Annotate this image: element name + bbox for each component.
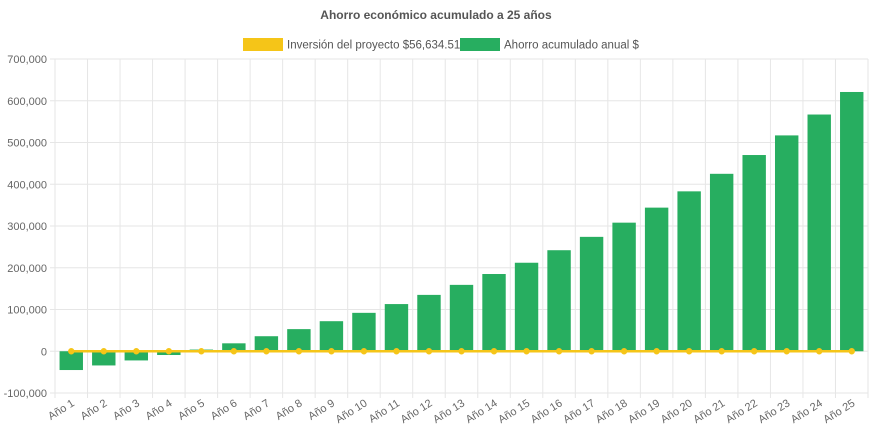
y-tick-label: 500,000	[7, 138, 47, 150]
legend-label: Inversión del proyecto $56,634.51	[287, 40, 460, 52]
bar	[417, 294, 441, 352]
line-point	[490, 348, 498, 355]
bar	[92, 351, 116, 366]
y-tick-label: 400,000	[7, 179, 47, 191]
line-point	[750, 348, 758, 355]
y-tick-label: 300,000	[7, 221, 47, 233]
x-tick-label: Año 13	[431, 397, 467, 426]
x-tick-label: Año 23	[756, 397, 792, 426]
bar	[709, 173, 734, 352]
bar	[677, 191, 701, 352]
line-point	[685, 348, 693, 355]
grid-lines	[50, 58, 869, 398]
bar	[222, 343, 246, 352]
bar	[287, 329, 311, 352]
chart-title: Ahorro económico acumulado a 25 años	[320, 8, 552, 22]
bar	[742, 155, 766, 352]
line-point	[620, 348, 628, 355]
y-tick-label: -100,000	[4, 388, 47, 400]
bar	[319, 321, 344, 352]
legend-label: Ahorro acumulado anual $	[504, 40, 639, 52]
x-tick-label: Año 7	[241, 397, 272, 422]
line-point	[165, 348, 173, 355]
line-point	[848, 348, 855, 355]
y-tick-label: 600,000	[7, 96, 47, 108]
bar-series	[59, 91, 864, 371]
line-point	[425, 348, 433, 355]
bar	[644, 207, 669, 352]
line-point	[230, 348, 238, 355]
line-point	[100, 348, 107, 355]
legend-swatch	[460, 38, 500, 51]
bar	[384, 304, 409, 352]
y-tick-label: 700,000	[7, 54, 47, 66]
bar	[807, 114, 831, 352]
bar	[840, 91, 864, 352]
bar	[579, 236, 604, 352]
x-tick-label: Año 25	[821, 397, 857, 426]
x-tick-label: Año 22	[724, 397, 760, 426]
bar	[514, 262, 539, 352]
y-tick-label: 200,000	[7, 263, 47, 275]
line-point	[133, 348, 140, 355]
line-point	[328, 348, 335, 355]
line-point	[588, 348, 595, 355]
line-point	[653, 348, 660, 355]
bar	[774, 135, 799, 352]
x-tick-label: Año 24	[789, 397, 825, 426]
x-tick-label: Año 4	[144, 397, 175, 422]
line-point	[393, 348, 400, 355]
x-tick-label: Año 18	[594, 397, 630, 426]
line-point	[263, 348, 270, 355]
x-tick-label: Año 1	[46, 397, 77, 422]
legend-swatch	[243, 38, 283, 51]
x-tick-label: Año 14	[464, 397, 500, 426]
x-tick-label: Año 3	[111, 397, 142, 422]
line-point	[555, 348, 563, 355]
bar	[449, 284, 474, 352]
line-point	[523, 348, 530, 355]
x-axis: Año 1 Año 2 Año 3 Año 4 Año 5 Año 6 Año 7 Año 8…	[46, 397, 857, 426]
bar	[254, 336, 279, 352]
line-point	[295, 348, 303, 355]
x-tick-label: Año 2	[79, 397, 110, 422]
y-axis: -100,000 0 100,000 200,000 300,000 400,000 500…	[4, 54, 47, 400]
y-tick-label: 100,000	[7, 305, 47, 317]
x-tick-label: Año 5	[176, 397, 207, 422]
line-point	[783, 348, 790, 355]
line-point	[718, 348, 725, 355]
bar	[352, 312, 376, 352]
bar	[612, 222, 636, 352]
x-tick-label: Año 6	[209, 397, 240, 422]
bar	[547, 250, 571, 352]
bar	[59, 351, 83, 371]
legend: Inversión del proyecto $56,634.51 Ahorro …	[243, 38, 639, 52]
x-tick-label: Año 19	[626, 397, 662, 426]
x-tick-label: Año 12	[399, 397, 435, 426]
line-point	[198, 348, 205, 355]
line-point	[360, 348, 368, 355]
line-point	[816, 348, 823, 355]
line-point	[68, 348, 75, 355]
bar	[124, 351, 149, 361]
y-tick-label: 0	[41, 346, 47, 358]
x-tick-label: Año 15	[496, 397, 532, 426]
line-series	[68, 348, 855, 355]
x-tick-label: Año 9	[306, 397, 337, 422]
x-tick-label: Año 8	[274, 397, 305, 422]
x-tick-label: Año 17	[561, 397, 597, 426]
bar	[482, 274, 506, 352]
x-tick-label: Año 10	[334, 397, 370, 426]
x-tick-label: Año 11	[367, 397, 402, 425]
x-tick-label: Año 20	[659, 397, 695, 426]
x-tick-label: Año 16	[529, 397, 565, 426]
x-tick-label: Año 21	[691, 397, 727, 426]
line-point	[458, 348, 465, 355]
